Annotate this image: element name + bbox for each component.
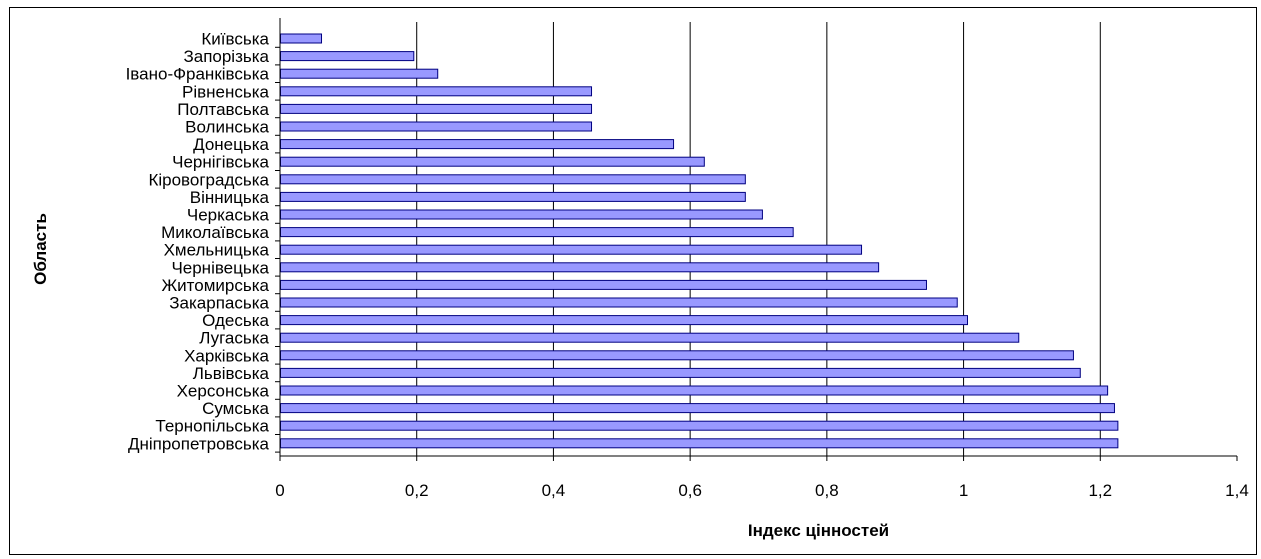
bar [280, 367, 1081, 378]
x-tick-label: 0,2 [405, 481, 429, 500]
x-tick-label: 0 [275, 481, 284, 500]
bars [280, 33, 1119, 449]
x-tick-label: 0,8 [815, 481, 839, 500]
x-tick-label: 1 [959, 481, 968, 500]
bar [280, 279, 927, 290]
x-axis-title: Індекс цінностей [748, 521, 889, 540]
category-label: Дніпропетровська [128, 434, 270, 453]
category-label: Хмельницька [164, 241, 270, 260]
bar [280, 191, 746, 202]
category-label: Миколаївська [161, 223, 269, 242]
y-axis-title: Область [31, 213, 50, 285]
category-label: Київська [201, 30, 269, 49]
bar [280, 315, 968, 326]
x-tick-label: 1,2 [1088, 481, 1112, 500]
category-label: Кіровоградська [148, 170, 269, 189]
axes [275, 18, 1238, 461]
category-label: Закарпаська [169, 294, 269, 313]
bar [280, 68, 439, 79]
category-label: Львівська [193, 364, 270, 383]
category-label: Волинська [185, 118, 269, 137]
category-label: Харківська [184, 346, 269, 365]
category-label: Вінницька [190, 188, 270, 207]
bar [280, 332, 1020, 343]
category-label: Одеська [202, 311, 269, 330]
category-label: Рівненська [182, 82, 270, 101]
category-label: Херсонська [177, 382, 270, 401]
category-label: Житомирська [161, 276, 269, 295]
category-label: Запорізька [183, 47, 269, 66]
category-label: Черкаська [187, 206, 270, 225]
bar [280, 51, 415, 62]
bar [280, 244, 863, 255]
bar [280, 403, 1115, 414]
category-label: Чернігівська [172, 153, 269, 172]
bar [280, 385, 1109, 396]
category-label: Полтавська [177, 100, 269, 119]
bar [280, 209, 763, 220]
bar [280, 103, 593, 114]
bar [280, 139, 675, 150]
bar [280, 121, 593, 132]
category-label: Лугаська [199, 329, 269, 348]
x-tick-label: 1,4 [1225, 481, 1249, 500]
bar [280, 350, 1074, 361]
labels: 0 0,2 0,4 0,6 0,8 1 1,2 1,4 КиївськаЗапорізькаІв… [126, 30, 1249, 501]
category-label: Івано-Франківська [126, 65, 270, 84]
bar [280, 297, 958, 308]
bar [280, 227, 794, 238]
category-label: Донецька [193, 135, 269, 154]
bar [280, 262, 880, 273]
bar [280, 420, 1119, 431]
bar [280, 33, 323, 44]
bar [280, 86, 593, 97]
bar [280, 156, 705, 167]
bar [280, 438, 1119, 449]
category-label: Тернопільська [155, 417, 269, 436]
x-tick-label: 0,6 [678, 481, 702, 500]
category-label: Чернівецька [171, 258, 269, 277]
category-label: Сумська [202, 399, 269, 418]
x-tick-label: 0,4 [542, 481, 566, 500]
bar [280, 174, 746, 185]
